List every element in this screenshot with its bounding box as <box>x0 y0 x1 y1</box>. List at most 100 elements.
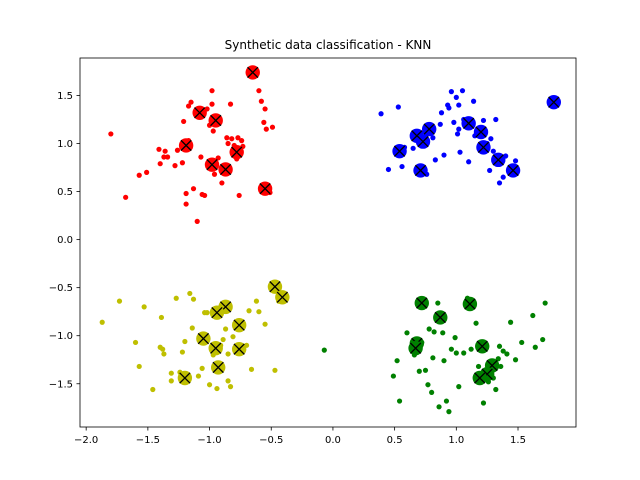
neighbor-x-mark <box>423 123 435 135</box>
neighbor-x-mark <box>548 96 560 108</box>
data-point <box>225 378 231 384</box>
data-point <box>456 384 462 390</box>
data-point <box>199 365 205 371</box>
neighbor-x-mark <box>507 164 519 177</box>
neighbor-x-mark <box>409 342 422 354</box>
data-point <box>399 163 405 170</box>
data-point <box>248 366 255 372</box>
axes: −2.0 −1.5 −1.0 −0.5 0.0 0.5 1.0 1.5 −1.5 −1.0 −0.5… <box>49 57 577 446</box>
data-point <box>206 382 213 388</box>
data-point <box>179 160 186 166</box>
data-point <box>508 319 514 325</box>
x-tick-label: 0.0 <box>325 435 341 446</box>
data-point <box>454 131 461 137</box>
data-point <box>480 400 487 406</box>
neighbor-x-mark <box>393 145 406 157</box>
y-tick-label: −1.5 <box>49 379 73 390</box>
neighbor-x-mark <box>414 164 427 177</box>
data-point <box>512 357 519 363</box>
neighbor-x-mark <box>219 163 232 176</box>
data-point <box>230 334 236 340</box>
neighbor-x-mark <box>434 311 446 324</box>
data-point <box>108 131 114 137</box>
y-tick-label: 1.5 <box>57 91 73 102</box>
y-tick-label: 0.0 <box>57 235 73 246</box>
data-point <box>189 325 195 331</box>
data-point <box>496 343 503 349</box>
data-point <box>466 159 472 165</box>
data-point <box>542 300 548 306</box>
data-point <box>229 136 235 142</box>
chart-title: Synthetic data classification - KNN <box>225 38 432 52</box>
data-point <box>453 94 459 100</box>
neighbor-x-mark <box>210 114 222 127</box>
data-point <box>512 158 519 164</box>
data-point <box>321 347 327 353</box>
data-point <box>493 116 499 123</box>
data-point <box>473 320 479 326</box>
data-point <box>209 101 215 107</box>
data-point <box>161 154 167 160</box>
neighbor-x-mark <box>492 154 504 166</box>
data-point <box>222 326 229 332</box>
neighbor-x-mark <box>211 306 223 319</box>
data-point <box>165 154 171 160</box>
data-point <box>214 385 220 392</box>
data-point <box>385 166 392 173</box>
data-point <box>425 382 431 388</box>
data-point <box>475 363 482 370</box>
data-point <box>441 358 447 364</box>
data-point <box>426 326 432 332</box>
data-point <box>453 350 459 356</box>
data-point <box>446 105 452 111</box>
data-point <box>219 180 225 186</box>
data-point <box>429 389 435 396</box>
y-tick-label: 0.5 <box>57 187 73 198</box>
data-point <box>227 384 234 390</box>
x-tick-label: 1.5 <box>510 435 526 446</box>
data-point <box>448 346 454 352</box>
data-point <box>440 330 446 336</box>
data-point <box>172 163 178 169</box>
data-point <box>162 148 168 154</box>
data-point <box>195 373 202 379</box>
data-point <box>390 373 396 379</box>
data-point <box>123 194 129 200</box>
data-point <box>190 186 197 192</box>
data-point <box>459 88 466 94</box>
data-point <box>183 201 189 207</box>
data-point <box>500 174 506 180</box>
data-point <box>457 149 463 155</box>
data-point <box>198 154 204 160</box>
data-point <box>225 140 231 147</box>
data-point <box>456 126 462 132</box>
data-point <box>174 147 181 153</box>
data-point <box>262 321 268 327</box>
data-point <box>443 398 450 404</box>
neighbor-x-mark <box>233 319 245 331</box>
data-point <box>448 89 454 95</box>
data-point <box>168 378 174 384</box>
neighbor-x-mark <box>180 139 192 152</box>
x-tick-label: −1.5 <box>136 435 160 446</box>
data-point <box>141 304 147 310</box>
data-point <box>202 192 208 199</box>
neighbor-x-mark <box>476 340 488 352</box>
data-point <box>272 367 278 373</box>
data-point <box>430 135 436 141</box>
data-point <box>235 135 241 141</box>
neighbor-x-mark <box>474 372 486 384</box>
data-point <box>470 98 477 104</box>
data-point <box>225 351 231 357</box>
neighbor-x-mark <box>194 107 206 119</box>
y-tick-label: −1.0 <box>49 331 73 342</box>
neighbor-x-mark <box>212 361 224 374</box>
data-point <box>438 110 445 116</box>
data-point <box>168 370 174 376</box>
data-point <box>532 344 538 350</box>
data-point <box>504 351 510 357</box>
data-point <box>498 363 504 370</box>
data-point <box>468 346 474 352</box>
data-point <box>262 106 268 112</box>
